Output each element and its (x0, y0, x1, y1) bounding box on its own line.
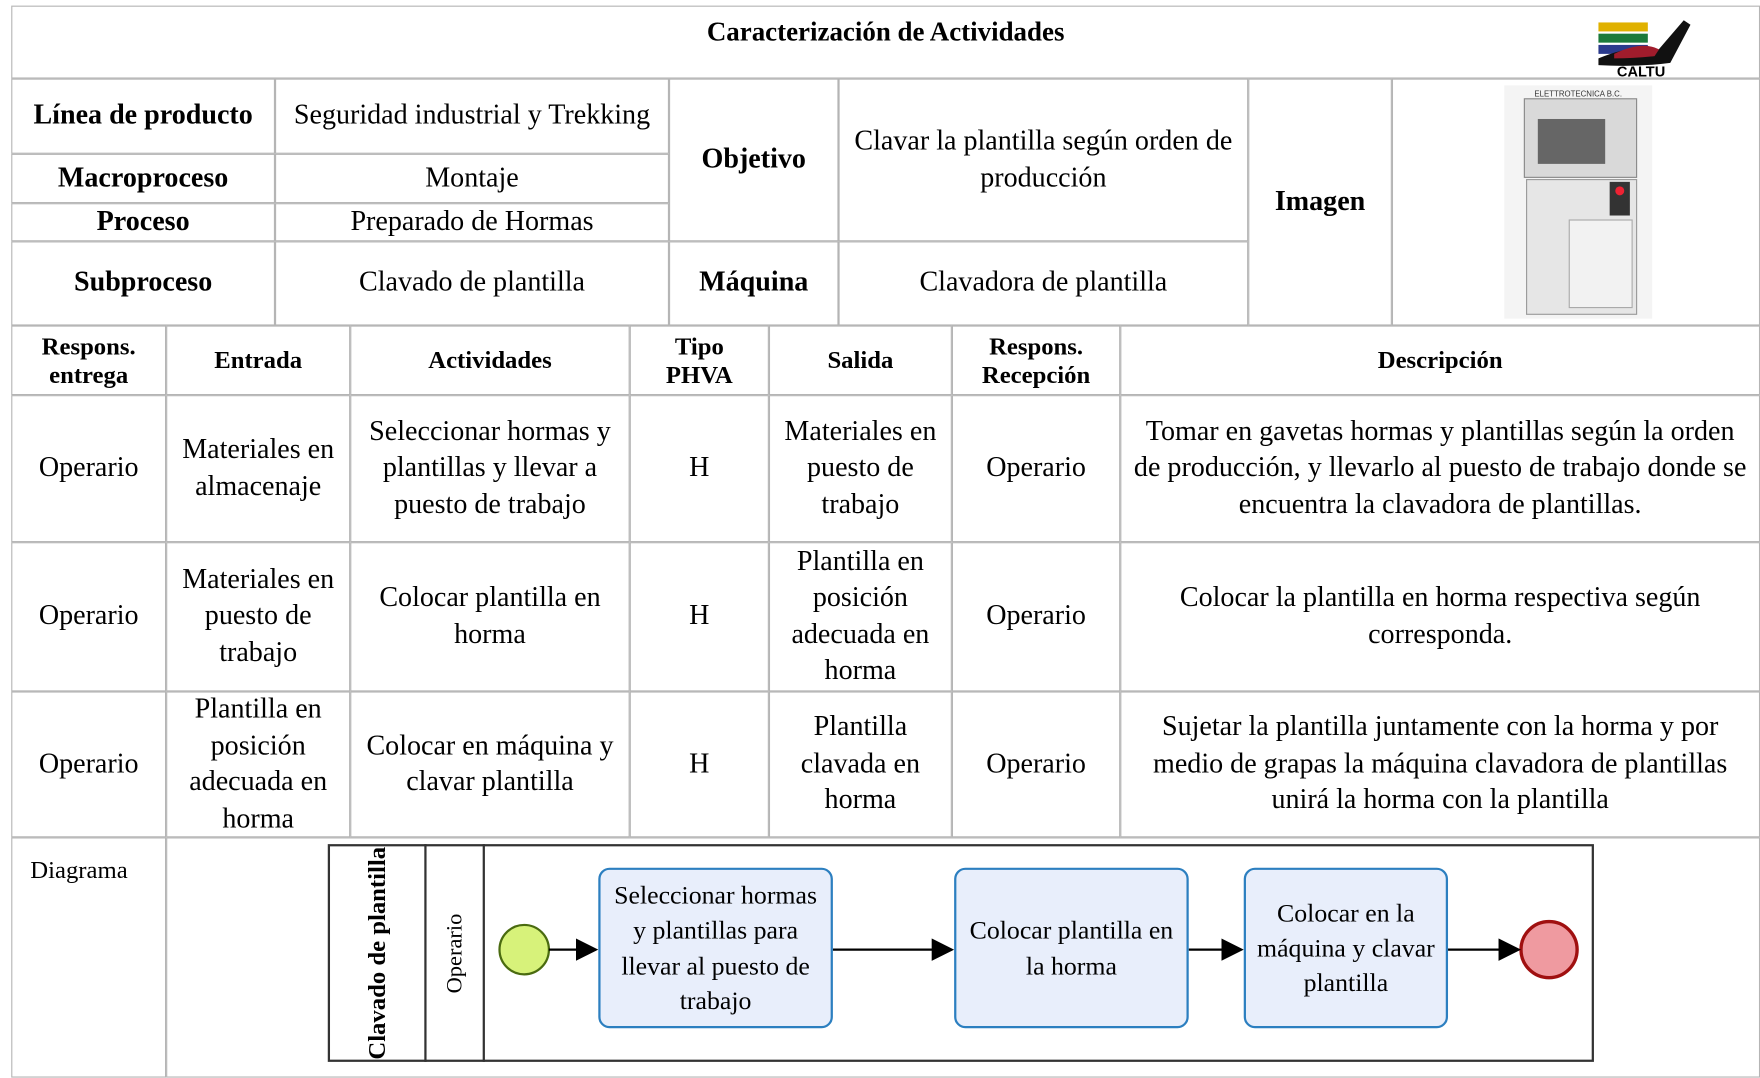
table-cell: H (629, 395, 769, 543)
machine-brand: ELETTROTECNICA B.C. (1534, 90, 1622, 99)
task: Seleccionar hormas y plantillas para lle… (598, 867, 833, 1029)
table-cell: Sujetar la plantilla juntamente con la h… (1120, 691, 1760, 838)
task: Colocar plantilla en la horma (954, 867, 1189, 1029)
logo: CALTU (1598, 20, 1691, 79)
flow-lines (498, 919, 1579, 980)
label: Imagen (1248, 78, 1392, 326)
table-cell: Operario (951, 395, 1121, 543)
value: Montaje (275, 153, 670, 204)
table-cell: Seleccionar hormas y plantillas y llevar… (350, 395, 630, 543)
table-cell: Operario (11, 542, 167, 692)
machine-image: ELETTROTECNICA B.C. (1504, 85, 1653, 319)
pool-divider (424, 844, 427, 1062)
diagram-area: Clavado de plantilla Operario Selecciona… (166, 837, 1760, 1065)
label: Macroproceso (11, 153, 276, 204)
table-cell: Plantilla clavada en horma (768, 691, 952, 838)
table-cell: Materiales en almacenaje (166, 395, 351, 543)
table-cell: H (629, 542, 769, 692)
logo-text: CALTU (1617, 64, 1665, 78)
column-header: Entrada (166, 325, 351, 396)
label: Objetivo (669, 78, 839, 242)
diagram-label: Diagrama (11, 837, 167, 1078)
title: Caracterización de Actividades (11, 5, 1760, 79)
pool (327, 844, 1594, 1062)
label: Subproceso (11, 241, 276, 326)
column-header: Actividades (350, 325, 630, 396)
value: Seguridad industrial y Trekking (275, 78, 670, 154)
table-cell: Colocar la plantilla en horma respectiva… (1120, 542, 1760, 692)
task: Colocar en la máquina y clavar plantilla (1243, 867, 1449, 1029)
label: Proceso (11, 203, 276, 242)
table-cell: Materiales en puesto de trabajo (768, 395, 952, 543)
table-cell: Tomar en gavetas hormas y plantillas seg… (1120, 395, 1760, 543)
lane-divider (482, 844, 485, 1062)
column-header: Tipo PHVA (629, 325, 769, 396)
table-cell: Colocar en máquina y clavar plantilla (350, 691, 630, 838)
table-cell: Operario (951, 691, 1121, 838)
table-cell: H (629, 691, 769, 838)
table-cell: Colocar plantilla en horma (350, 542, 630, 692)
column-header: Respons. Recepción (951, 325, 1121, 396)
table-cell: Operario (11, 691, 167, 838)
table-cell: Materiales en puesto de trabajo (166, 542, 351, 692)
table-cell: Operario (11, 395, 167, 543)
label: Máquina (669, 241, 839, 326)
table-cell: Plantilla en posición adecuada en horma (166, 691, 351, 838)
column-header: Respons. entrega (11, 325, 167, 396)
value: Clavado de plantilla (275, 241, 670, 326)
value: Clavadora de plantilla (838, 241, 1249, 326)
column-header: Descripción (1120, 325, 1760, 396)
table-cell: Plantilla en posición adecuada en horma (768, 542, 952, 692)
value: Preparado de Hormas (275, 203, 670, 242)
column-header: Salida (768, 325, 952, 396)
table-cell: Operario (951, 542, 1121, 692)
image-cell (1391, 78, 1760, 326)
value: Clavar la plantilla según orden de produ… (838, 78, 1249, 242)
label: Línea de producto (11, 78, 276, 154)
